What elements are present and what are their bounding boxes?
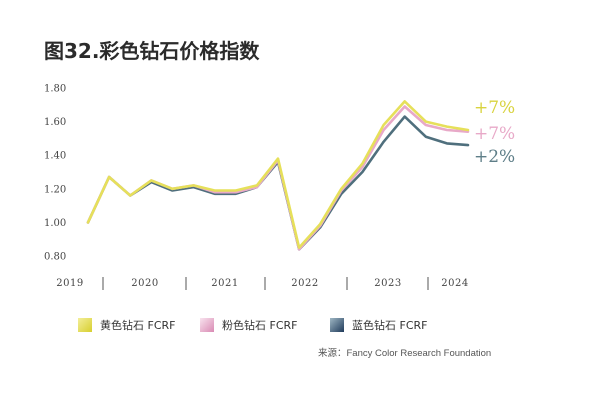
x-tick-label: 2020 (131, 278, 158, 289)
x-axis: 2019 2020 2021 2022 2023 2024 (56, 277, 468, 290)
x-tick-label: 2019 (56, 278, 83, 289)
legend-label-2: 蓝色钻石 FCRF (352, 318, 427, 332)
series-line-1 (86, 105, 470, 251)
legend: 黄色钻石 FCRF 粉色钻石 FCRF 蓝色钻石 FCRF (78, 318, 427, 332)
legend-label-0: 黄色钻石 FCRF (100, 318, 175, 332)
legend-swatch-0 (78, 318, 92, 332)
y-tick-label: 1.40 (44, 151, 66, 162)
series-line-0 (86, 100, 470, 249)
x-tick-label: 2022 (291, 278, 318, 289)
legend-swatch-1 (200, 318, 214, 332)
chart-title: 图32.彩色钻石价格指数 (44, 39, 260, 63)
change-label-0: +7% (474, 98, 515, 118)
y-tick-label: 1.00 (44, 218, 66, 229)
source-note: 来源：Fancy Color Research Foundation (318, 348, 491, 359)
change-label-2: +2% (474, 147, 515, 167)
series-line-2 (86, 115, 470, 251)
change-label-1: +7% (474, 124, 515, 144)
y-tick-label: 0.80 (44, 252, 66, 263)
x-tick-label: 2023 (374, 278, 401, 289)
x-tick-label: 2021 (211, 278, 238, 289)
change-labels: +7% +7% +2% (474, 98, 515, 167)
legend-swatch-2 (330, 318, 344, 332)
series-layer (86, 100, 470, 251)
y-tick-label: 1.20 (44, 184, 66, 195)
y-axis: 0.80 1.00 1.20 1.40 1.60 1.80 (44, 84, 66, 263)
y-tick-label: 1.80 (44, 84, 66, 95)
y-tick-label: 1.60 (44, 117, 66, 128)
x-tick-label: 2024 (441, 278, 468, 289)
legend-label-1: 粉色钻石 FCRF (222, 318, 297, 332)
